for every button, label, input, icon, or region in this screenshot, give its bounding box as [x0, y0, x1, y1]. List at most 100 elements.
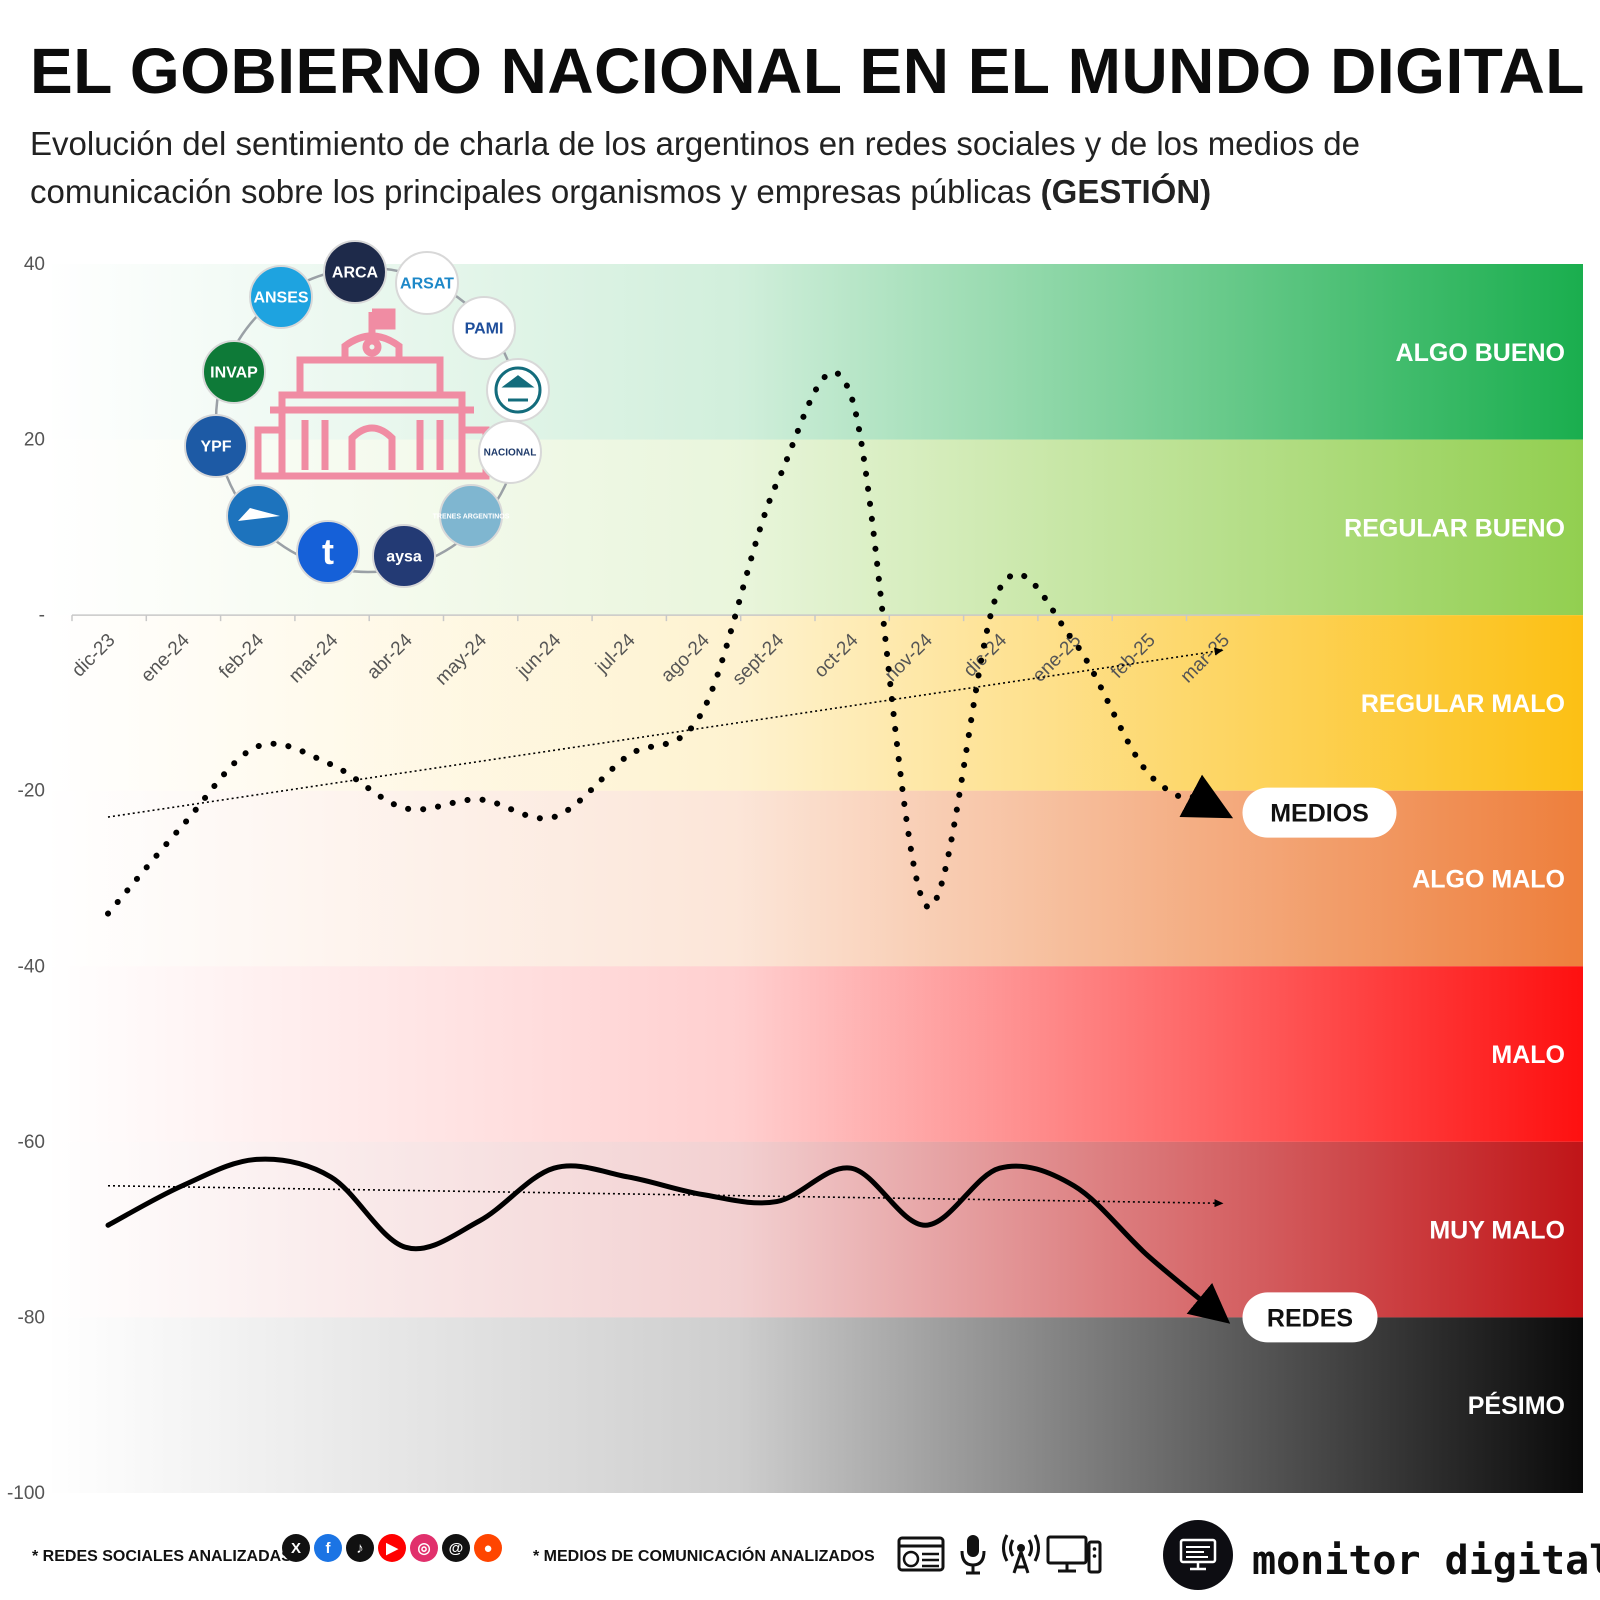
- organism-logo-label: YPF: [200, 438, 231, 455]
- data-point-medios: [850, 395, 852, 397]
- series-pill-medios: [1242, 787, 1397, 838]
- data-series: [105, 369, 1234, 1324]
- data-point-medios: [776, 482, 778, 484]
- data-point-redes: [1222, 1316, 1224, 1318]
- series-pill-label: REDES: [1267, 1304, 1353, 1332]
- data-point-redes: [479, 1220, 481, 1222]
- organism-logo: t: [296, 520, 360, 584]
- organism-logo: ARSAT: [395, 251, 459, 315]
- tiktok-icon: ♪: [346, 1534, 374, 1562]
- y-tick-label: 20: [24, 430, 45, 451]
- microphone-icon: [958, 1534, 988, 1575]
- medios-label: * MEDIOS DE COMUNICACIÓN ANALIZADOS: [533, 1548, 875, 1565]
- organism-logo-label: PAMI: [465, 320, 504, 337]
- band-label: MUY MALO: [1429, 1217, 1565, 1245]
- x-icon: X: [282, 1534, 310, 1562]
- organism-logo-label: ANSES: [253, 289, 308, 306]
- brand-logo: [1163, 1520, 1233, 1590]
- data-point-redes: [181, 1185, 183, 1187]
- monitor-icon: [1179, 1538, 1217, 1571]
- band-label: REGULAR BUENO: [1344, 514, 1565, 542]
- sentiment-chart: ALGO BUENO REGULAR BUENO REGULAR MALO ALGO …: [7, 240, 1583, 1500]
- sentiment-bands: ALGO BUENO REGULAR BUENO REGULAR MALO ALGO …: [45, 264, 1583, 1493]
- organism-logo: ANSES: [249, 265, 313, 329]
- data-point-redes: [924, 1224, 926, 1226]
- series-pill-label: MEDIOS: [1270, 800, 1369, 828]
- data-point-redes: [107, 1224, 109, 1226]
- broadcast-tower-icon: [1000, 1534, 1042, 1574]
- youtube-icon: ▶: [378, 1534, 406, 1562]
- bank-columns: [501, 375, 535, 402]
- y-tick-label: -60: [18, 1132, 45, 1153]
- series-line-medios: [105, 369, 1226, 917]
- organism-logo-label: t: [322, 531, 334, 572]
- data-point-medios: [404, 807, 406, 809]
- y-tick-label: -80: [18, 1307, 45, 1328]
- data-point-medios: [181, 825, 183, 827]
- band-label: PÉSIMO: [1468, 1391, 1565, 1420]
- bank-icon: [494, 366, 542, 414]
- data-point-medios: [553, 816, 555, 818]
- brand-name: monitor digital: [1252, 1538, 1600, 1584]
- organism-logo: PAMI: [452, 296, 516, 360]
- band-label: ALGO BUENO: [1396, 339, 1565, 367]
- band-regular-malo: [45, 615, 1583, 791]
- subtitle-bold: (GESTIÓN): [1040, 173, 1212, 210]
- data-point-medios: [627, 755, 629, 757]
- instagram-icon: ◎: [410, 1534, 438, 1562]
- data-point-medios: [701, 711, 703, 713]
- data-point-redes: [553, 1167, 555, 1169]
- data-point-medios: [1222, 812, 1224, 814]
- reddit-icon: ●: [474, 1534, 502, 1562]
- data-point-redes: [256, 1158, 258, 1160]
- y-tick-label: -: [39, 605, 45, 626]
- band-label: ALGO MALO: [1412, 866, 1565, 894]
- redes-label: * REDES SOCIALES ANALIZADAS: [32, 1548, 292, 1565]
- organism-logo: ARCA: [323, 240, 387, 304]
- y-tick-label: -40: [18, 956, 45, 977]
- trend-lines: [107, 647, 1224, 1208]
- organism-logo: TRENES ARGENTINOS: [433, 484, 510, 548]
- data-point-redes: [776, 1201, 778, 1203]
- data-point-medios: [1147, 772, 1149, 774]
- desktop-tv-icon: [1046, 1534, 1102, 1574]
- data-point-redes: [330, 1176, 332, 1178]
- y-tick-label: -100: [7, 1483, 45, 1500]
- data-point-redes: [627, 1176, 629, 1178]
- band-label: MALO: [1491, 1041, 1565, 1069]
- data-point-redes: [1073, 1185, 1075, 1187]
- organism-logo-label: aysa: [386, 548, 422, 565]
- y-axis: 40 20 - -20 -40 -60 -80 -100: [7, 254, 45, 1500]
- airline-wing-icon: [238, 508, 280, 521]
- page-title: EL GOBIERNO NACIONAL EN EL MUNDO DIGITAL: [30, 35, 1585, 107]
- data-point-medios: [1073, 640, 1075, 642]
- series-line-redes: [105, 1156, 1231, 1324]
- data-point-medios: [330, 763, 332, 765]
- band-muy-malo: [45, 1141, 1583, 1318]
- data-point-redes: [701, 1194, 703, 1196]
- subtitle-main: Evolución del sentimiento de charla de l…: [30, 125, 1360, 210]
- data-point-redes: [999, 1167, 1001, 1169]
- organisms-logo-ring: ARCA ARSAT PAMI NACIONAL TRENES ARGENTINOS ay…: [184, 240, 550, 588]
- organism-logo-label: ARCA: [332, 264, 379, 281]
- organism-logo: aysa: [372, 524, 436, 588]
- organism-logo: NACIONAL: [478, 420, 542, 484]
- data-point-medios: [479, 798, 481, 800]
- government-building-icon: [254, 308, 490, 480]
- organism-logo-label: INVAP: [210, 364, 258, 381]
- organism-logo-label: TRENES ARGENTINOS: [433, 513, 510, 520]
- data-point-medios: [256, 746, 258, 748]
- data-point-redes: [850, 1167, 852, 1169]
- organism-logo: YPF: [184, 414, 248, 478]
- band-malo: [45, 966, 1583, 1142]
- organism-logo: INVAP: [202, 340, 266, 404]
- data-point-medios: [999, 588, 1001, 590]
- series-arrow-medios: [1179, 774, 1234, 819]
- band-pésimo: [45, 1317, 1583, 1493]
- data-point-redes: [404, 1246, 406, 1248]
- trend-line-redes: [107, 1184, 1224, 1208]
- organism-logo-label: NACIONAL: [484, 447, 537, 458]
- series-pill-redes: [1242, 1292, 1378, 1343]
- threads-icon: @: [442, 1534, 470, 1562]
- news-site-icon: [897, 1534, 945, 1574]
